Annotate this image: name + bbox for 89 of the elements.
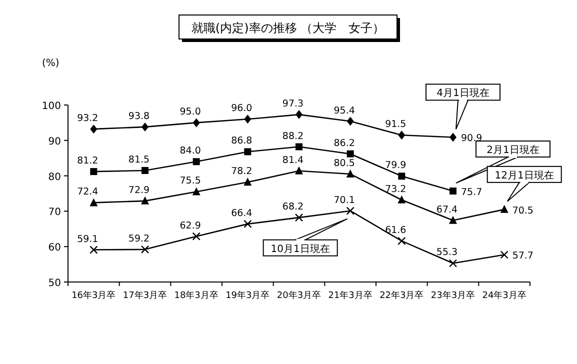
point: [448, 259, 458, 268]
point: [90, 168, 98, 176]
data-label: 67.4: [436, 204, 458, 216]
point: [90, 124, 98, 134]
text: 10月1日現在: [270, 242, 330, 255]
x-tick-label: 21年3月卒: [328, 290, 372, 301]
x-tick-label: 22年3月卒: [380, 290, 424, 301]
data-label: 55.3: [436, 247, 458, 258]
x-tick-label: 23年3月卒: [430, 290, 476, 301]
point: [346, 170, 354, 178]
point: [346, 206, 354, 215]
point: [244, 178, 252, 186]
data-label: 96.0: [231, 103, 252, 114]
y-tick-label: 70: [48, 207, 61, 218]
point: [142, 166, 148, 174]
data-label: 68.2: [282, 202, 304, 213]
point: [141, 196, 149, 204]
point: [192, 158, 200, 166]
point: [450, 132, 456, 142]
point: [449, 216, 457, 224]
data-label: 59.2: [128, 233, 150, 244]
point: [142, 122, 148, 132]
text: 4月1日現在: [436, 87, 490, 100]
data-label: 57.7: [512, 250, 534, 262]
point: [398, 130, 406, 140]
point: [90, 198, 98, 206]
point: [346, 150, 354, 158]
data-label: 72.4: [77, 186, 98, 198]
y-tick-label: 60: [48, 242, 61, 254]
data-label: 73.2: [385, 184, 406, 195]
data-label: 79.9: [385, 160, 406, 172]
x-tick-label: 24年3月卒: [482, 290, 526, 301]
data-label: 86.8: [231, 136, 252, 147]
point: [296, 110, 302, 120]
data-label: 80.5: [334, 158, 355, 170]
y-axis-title: (%): [42, 58, 60, 69]
data-label: 81.2: [77, 156, 98, 167]
data-label: 81.4: [282, 154, 304, 166]
data-label: 70.1: [334, 194, 355, 206]
data-label: 90.9: [461, 133, 482, 144]
point: [192, 118, 200, 128]
data-label: 95.0: [180, 106, 201, 118]
x-tick-label: 16年3月卒: [72, 290, 116, 301]
point: [244, 114, 252, 124]
data-label: 75.7: [461, 187, 482, 198]
point: [90, 246, 98, 254]
point: [295, 166, 303, 174]
point: [398, 236, 406, 246]
data-label: 93.8: [128, 110, 150, 122]
text: 12月1日現在: [494, 169, 554, 182]
y-tick-label: 90: [48, 136, 61, 148]
point: [192, 232, 200, 240]
point: [500, 250, 508, 259]
point: [398, 195, 406, 204]
data-label: 84.0: [180, 146, 201, 157]
data-label: 78.2: [231, 166, 252, 178]
data-label: 91.5: [385, 119, 406, 130]
point: [398, 172, 406, 180]
data-label: 61.6: [385, 224, 406, 236]
data-label: 81.5: [128, 154, 150, 166]
y-tick-label: 80: [48, 172, 61, 183]
y-tick-label: 50: [48, 278, 61, 289]
data-label: 59.1: [77, 234, 98, 245]
x-tick-label: 18年3月卒: [174, 290, 218, 301]
point: [140, 245, 150, 254]
data-label: 62.9: [180, 220, 201, 232]
x-tick-label: 19年3月卒: [226, 290, 270, 301]
data-label: 95.4: [334, 105, 355, 116]
y-tick-label: 100: [42, 101, 61, 112]
text: 2月1日現在: [486, 144, 540, 156]
chart-title: 就職(内定)率の推移 （大学 女子）: [191, 21, 385, 35]
point: [296, 143, 302, 150]
data-label: 88.2: [282, 130, 304, 142]
point: [244, 148, 252, 156]
data-label: 86.2: [334, 138, 355, 149]
point: [294, 213, 304, 222]
point: [500, 204, 508, 213]
x-tick-label: 17年3月卒: [122, 290, 168, 301]
point: [450, 188, 456, 195]
data-label: 66.4: [231, 208, 252, 219]
data-label: 97.3: [282, 98, 304, 110]
data-label: 93.2: [77, 113, 98, 124]
x-tick-label: 20年3月卒: [276, 290, 322, 301]
point: [346, 116, 354, 126]
data-label: 72.9: [128, 184, 150, 196]
data-label: 70.5: [512, 205, 534, 216]
data-label: 75.5: [180, 176, 201, 187]
point: [192, 187, 200, 196]
point: [244, 220, 252, 228]
